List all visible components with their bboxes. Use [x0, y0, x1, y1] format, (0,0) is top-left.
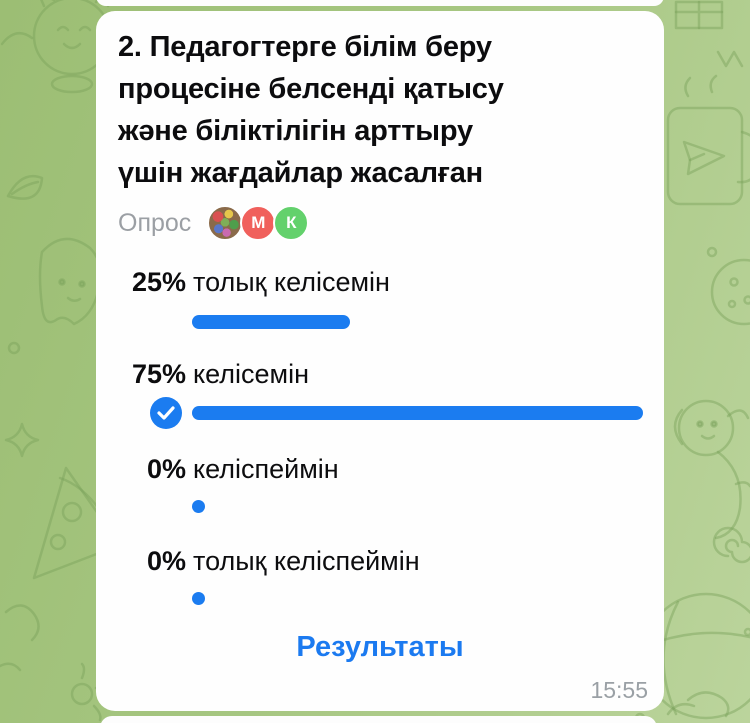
- poll-type-label: Опрос: [118, 208, 192, 237]
- poll-question-line: үшін жағдайлар жасалған: [118, 157, 483, 189]
- poll-option-bar: [192, 315, 350, 329]
- vote-checkmark-icon: [150, 397, 182, 429]
- poll-question-line: процесіне белсенді қатысу: [118, 73, 504, 105]
- poll-option-percent: 0%: [146, 546, 186, 576]
- voter-letter-avatar[interactable]: К: [273, 205, 310, 241]
- poll-option-label: келісемін: [193, 359, 309, 389]
- poll-option-zero-dot: [192, 500, 205, 513]
- results-button[interactable]: Результаты: [296, 631, 464, 663]
- message-timestamp: 15:55: [590, 677, 648, 703]
- poll-option-percent: 25%: [131, 267, 186, 297]
- poll-option-label: келіспеймін: [193, 454, 339, 484]
- poll-message-bubble: 2. Педагогтерге білім беру процесіне бел…: [96, 11, 664, 711]
- poll-meta-row: Опрос М К: [118, 203, 310, 243]
- poll-option-bar: [192, 406, 643, 420]
- poll-question: 2. Педагогтерге білім беру процесіне бел…: [118, 26, 650, 194]
- poll-option-percent: 0%: [146, 454, 186, 484]
- poll-question-line: және біліктілігін арттыру: [118, 115, 473, 147]
- voter-photo-avatar[interactable]: [207, 205, 244, 241]
- recent-voters-avatars[interactable]: М К: [207, 205, 310, 241]
- poll-option-label: толық келісемін: [193, 267, 390, 297]
- previous-message-bubble: [96, 0, 664, 6]
- poll-option-percent: 75%: [131, 359, 186, 389]
- poll-option-zero-dot: [192, 592, 205, 605]
- poll-option-label: толық келіспеймін: [193, 546, 420, 576]
- poll-question-line: 2. Педагогтерге білім беру: [118, 31, 492, 63]
- voter-letter-avatar[interactable]: М: [240, 205, 277, 241]
- next-message-bubble: [100, 716, 657, 723]
